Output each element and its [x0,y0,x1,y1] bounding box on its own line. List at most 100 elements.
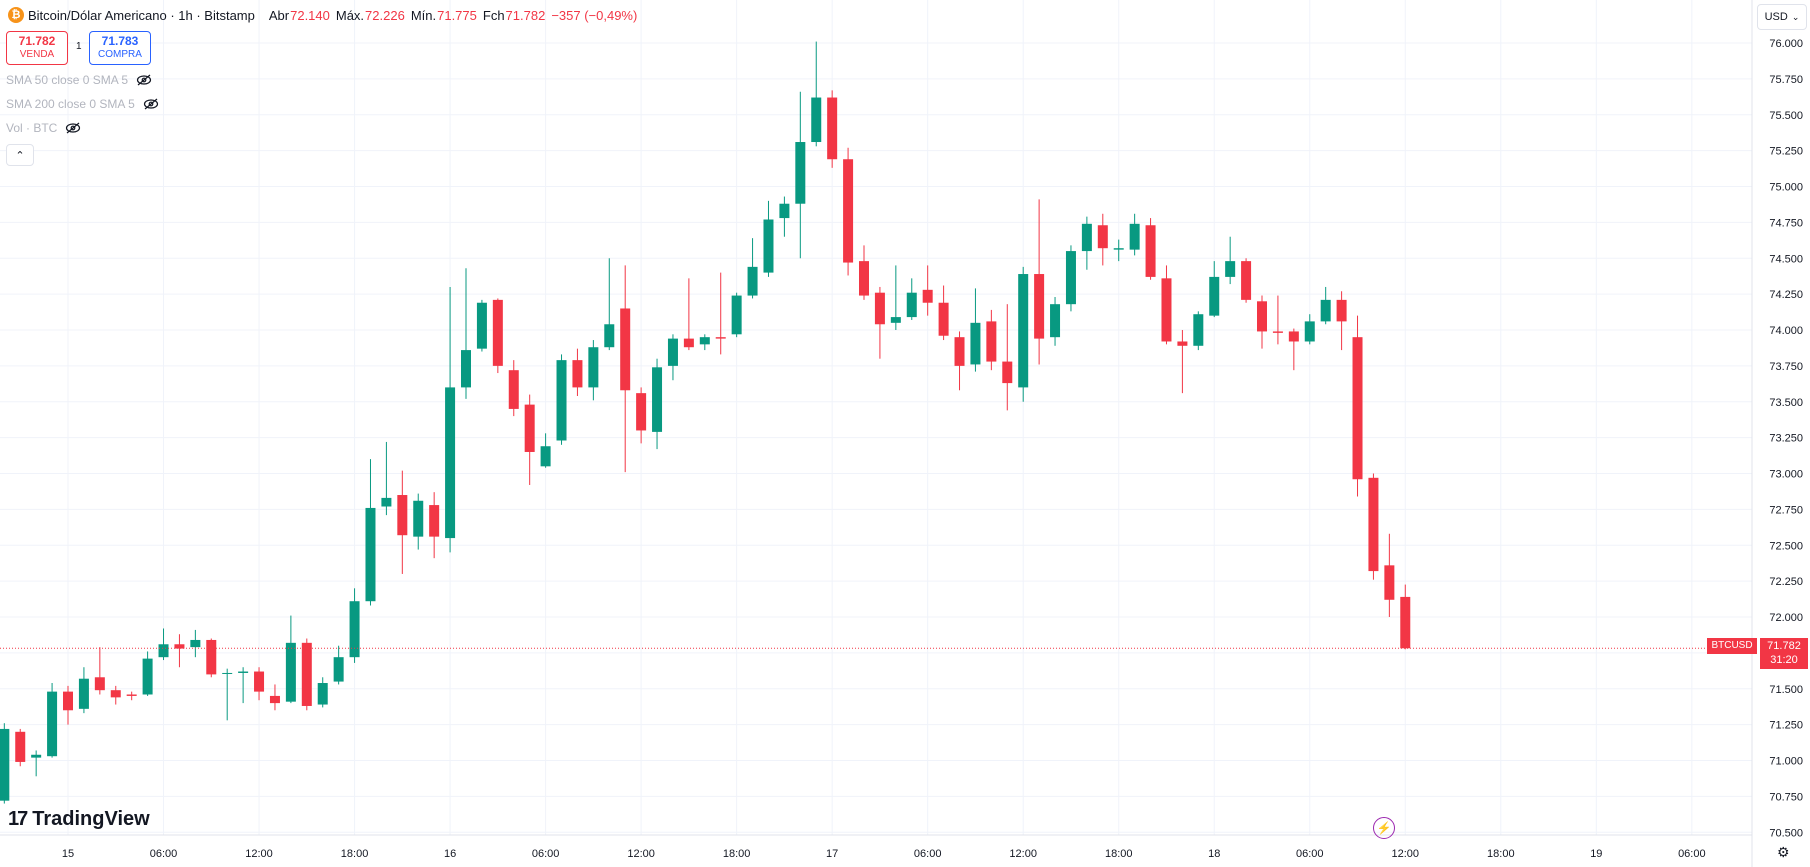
candle-body [413,500,424,537]
collapse-legend-button[interactable]: ⌃ [6,144,34,166]
x-tick-label: 18:00 [1487,848,1515,860]
y-tick-label: 75.250 [1769,146,1803,158]
candle [1129,213,1140,256]
tradingview-logo-icon: 17 [8,808,28,830]
candle-body [588,347,599,388]
candle [222,668,233,721]
candle-body [381,497,392,507]
candle-body [142,658,153,695]
candle [110,685,121,705]
y-tick-label: 70.500 [1769,827,1803,839]
y-tick-label: 71.500 [1769,684,1803,696]
candle [1368,473,1379,580]
symbol-price-tag: BTCUSD [1707,638,1757,654]
y-tick-label: 73.500 [1769,397,1803,409]
x-tick-label: 12:00 [1392,848,1420,860]
candle-body [1257,301,1267,332]
bar-countdown: 31:20 [1770,654,1798,666]
high-label: Máx. [335,7,365,23]
candle-body [285,642,296,702]
candle-body [1209,276,1220,316]
candle [986,309,997,371]
candle-body [174,644,185,649]
low-value: 71.775 [437,7,477,23]
x-tick-label: 06:00 [150,848,178,860]
x-tick-label: 17 [826,848,838,860]
y-tick-label: 72.750 [1769,504,1803,516]
candle [620,265,631,473]
candle-body [843,159,854,263]
eye-hidden-icon[interactable] [65,122,81,134]
symbol-title[interactable]: Bitcoin/Dólar Americano · 1h · Bitstamp [28,7,255,23]
eye-hidden-icon[interactable] [136,74,152,86]
candle-body [317,683,328,705]
x-tick-label: 18 [1208,848,1220,860]
candle [795,91,806,259]
y-tick-label: 75.750 [1769,74,1803,86]
close-value: 71.782 [505,7,546,23]
candle-body [1304,321,1315,342]
candle-body [922,289,933,303]
sell-button[interactable]: 71.782 VENDA [6,31,68,65]
indicator-sma200-label: SMA 200 close 0 SMA 5 [6,97,135,111]
candle [524,394,535,485]
indicator-sma200[interactable]: SMA 200 close 0 SMA 5 [6,97,159,111]
x-tick-label: 18:00 [1105,848,1133,860]
y-tick-label: 72.500 [1769,540,1803,552]
candle-body [1193,314,1204,346]
candle-body [1384,565,1395,600]
candle-body [445,387,456,539]
candle-body [604,324,615,348]
candle [78,667,89,714]
x-tick-label: 06:00 [914,848,942,860]
candle [874,286,885,359]
tradingview-logo[interactable]: 17 TradingView [8,808,150,831]
buy-button[interactable]: 71.783 COMPRA [89,31,151,65]
candle-body [110,690,121,698]
candle-body [1161,278,1172,342]
candle [954,331,965,391]
candle [461,268,471,399]
candle [1034,199,1045,365]
y-tick-label: 72.000 [1769,612,1803,624]
y-tick-label: 71.000 [1769,756,1803,768]
candle [190,629,201,658]
candle [15,728,26,767]
currency-selector[interactable]: USD ⌄ [1757,4,1807,30]
candle [715,272,726,355]
candle-body [1065,251,1076,305]
candle [206,638,217,678]
bitcoin-icon: ₿ [8,7,24,23]
candle-body [492,299,503,366]
eye-hidden-icon[interactable] [143,98,159,110]
candle-body [1145,225,1156,277]
candle [301,638,312,711]
candle-body [906,292,917,318]
candle [126,691,137,701]
candle-body [779,203,790,219]
candle-body [429,505,440,537]
candle [1288,328,1299,371]
x-tick-label: 06:00 [532,848,560,860]
candle-body [667,338,678,366]
candle-body [747,266,758,296]
lightning-icon[interactable]: ⚡ [1373,817,1395,839]
indicator-sma50[interactable]: SMA 50 close 0 SMA 5 [6,73,152,87]
y-tick-label: 74.500 [1769,253,1803,265]
candle [556,354,567,445]
y-tick-label: 72.250 [1769,576,1803,588]
y-tick-label: 71.250 [1769,720,1803,732]
candle [667,334,678,381]
candle [1177,330,1188,394]
candle-body [1368,477,1379,572]
candle [269,684,280,711]
candle [1272,295,1283,345]
indicator-volume[interactable]: Vol · BTC [6,121,81,135]
candle [1050,296,1061,346]
candle-body [269,695,280,704]
indicator-volume-label: Vol · BTC [6,121,58,135]
sell-price: 71.782 [18,34,56,48]
gear-icon[interactable]: ⚙ [1777,844,1790,860]
candle [445,286,456,553]
